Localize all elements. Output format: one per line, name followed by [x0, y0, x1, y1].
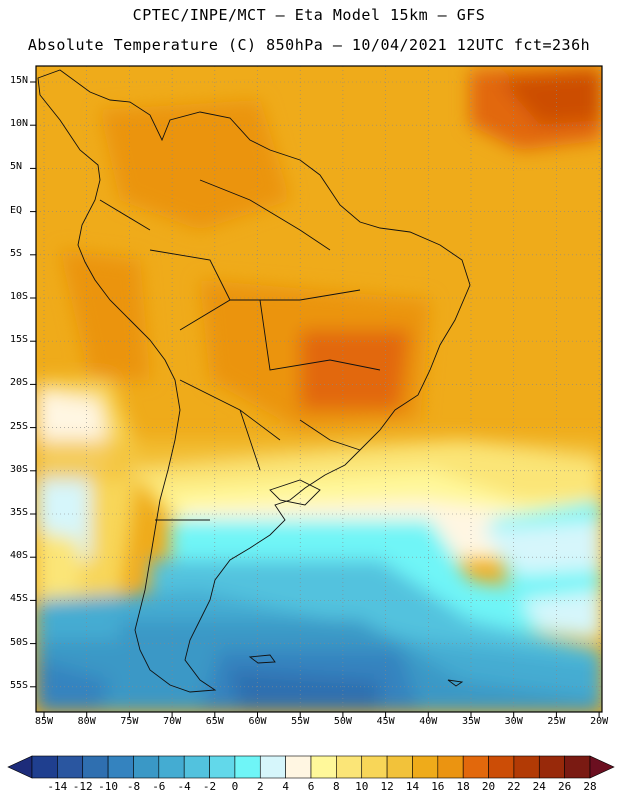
lat-label: 5N	[10, 161, 23, 173]
title-line-2: Absolute Temperature (C) 850hPa – 10/04/…	[27, 36, 591, 54]
colorbar-label: -10	[98, 780, 119, 793]
colorbar-label: 18	[456, 780, 470, 793]
colorbar-below-triangle	[7, 755, 33, 779]
colorbar	[7, 755, 615, 779]
colorbar-label: -4	[177, 780, 191, 793]
lon-label: 75W	[120, 716, 139, 727]
colorbar-label: 20	[481, 780, 496, 793]
colorbar-swatch	[234, 755, 261, 779]
colorbar-swatch	[564, 755, 591, 779]
colorbar-label: 4	[282, 780, 289, 793]
lat-label: 15S	[10, 334, 29, 346]
colorbar-swatch	[361, 755, 388, 779]
temperature-field	[36, 66, 602, 712]
colorbar-label: -8	[126, 780, 141, 793]
colorbar-label: -2	[202, 780, 217, 793]
colorbar-swatch	[412, 755, 439, 779]
colorbar-swatch	[183, 755, 210, 779]
lat-label: EQ	[10, 204, 23, 216]
colorbar-label: 0	[231, 780, 239, 793]
coastlines	[37, 69, 471, 693]
colorbar-label: 28	[583, 780, 597, 793]
lon-label: 65W	[205, 716, 224, 727]
colorbar-label: -14	[47, 780, 68, 793]
lat-label: 40S	[10, 550, 29, 562]
lon-label: 40W	[419, 716, 438, 727]
colorbar-swatch	[57, 755, 84, 779]
colorbar-swatch	[133, 755, 160, 779]
lat-label: 30S	[10, 463, 29, 475]
colorbar-swatch	[259, 755, 286, 779]
lat-label: 35S	[10, 507, 29, 518]
lon-label: 85W	[34, 716, 54, 727]
lat-label: 45S	[10, 593, 29, 605]
lon-label: 80W	[77, 716, 96, 727]
colorbar-swatch	[209, 755, 236, 779]
lon-label: 20W	[590, 716, 609, 727]
colorbar-swatch	[513, 755, 540, 779]
colorbar-label: 26	[558, 780, 572, 793]
colorbar-swatch	[462, 755, 489, 779]
colorbar-swatch	[31, 755, 58, 779]
lat-label: 15N	[10, 75, 29, 86]
lon-label: 60W	[248, 716, 267, 727]
colorbar-swatch	[336, 755, 363, 779]
lon-label: 55W	[291, 716, 310, 727]
lat-label: 25S	[10, 420, 29, 432]
colorbar-swatch	[107, 755, 134, 779]
colorbar-swatch	[285, 755, 312, 779]
colorbar-label: -6	[152, 780, 166, 793]
colorbar-swatch	[538, 755, 565, 779]
colorbar-swatch	[488, 755, 515, 779]
colorbar-swatch	[158, 755, 185, 779]
colorbar-swatch	[386, 755, 413, 779]
colorbar-label: 2	[256, 780, 264, 793]
colorbar-swatch	[437, 755, 464, 779]
colorbar-above-triangle	[589, 755, 615, 779]
colorbar-label: 8	[333, 780, 340, 793]
colorbar-label: 22	[507, 780, 521, 793]
colorbar-label: 12	[380, 780, 394, 793]
lon-label: 30W	[504, 716, 523, 727]
lon-label: 70W	[163, 716, 182, 727]
lat-label: 10S	[10, 291, 29, 302]
colorbar-label: -12	[72, 780, 93, 793]
lat-label: 10N	[10, 118, 29, 130]
colorbar-swatch	[310, 755, 337, 779]
title-line-1: CPTEC/INPE/MCT – Eta Model 15km – GFS	[132, 6, 486, 24]
lon-label: 50W	[333, 716, 352, 727]
colorbar-label: 24	[532, 780, 546, 793]
lon-label: 25W	[547, 716, 566, 727]
colorbar-label: 14	[405, 780, 420, 793]
colorbar-swatch	[82, 755, 109, 779]
lat-label: 55S	[10, 679, 29, 691]
colorbar-label: 6	[307, 780, 315, 793]
lon-label: 35W	[461, 716, 481, 727]
lon-label: 45W	[376, 716, 395, 727]
lat-label: 5S	[10, 247, 23, 259]
lat-label: 20S	[10, 377, 29, 389]
colorbar-label: 10	[355, 780, 369, 793]
lat-label: 50S	[10, 636, 29, 648]
colorbar-label: 16	[431, 780, 445, 793]
